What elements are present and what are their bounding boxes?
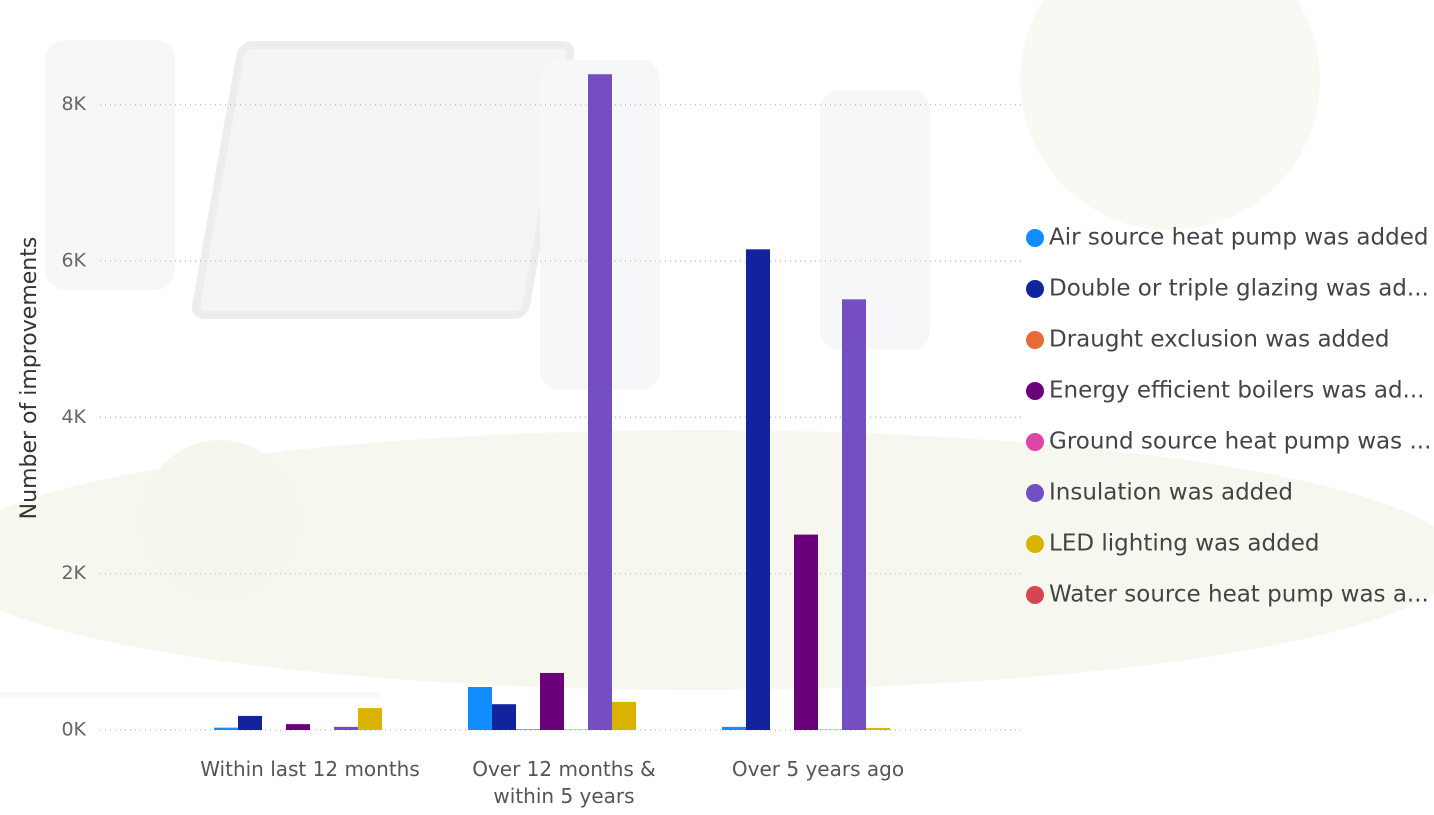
y-tick-label: 6K (61, 250, 86, 272)
y-tick-label: 0K (61, 719, 86, 741)
bar (866, 728, 890, 730)
bar (722, 726, 746, 730)
x-tick-label: Over 12 months & within 5 years (472, 757, 656, 808)
legend-marker (1026, 331, 1044, 349)
bar (540, 672, 564, 730)
bar (286, 724, 310, 730)
legend-label: Ground source heat pump was ... (1049, 429, 1431, 455)
bar (492, 704, 516, 730)
y-tick-label: 2K (61, 562, 86, 584)
y-tick-label: 4K (61, 406, 86, 428)
y-axis-title: Number of improvements (17, 237, 42, 520)
bar (842, 299, 866, 730)
bar (334, 726, 358, 730)
bar (746, 249, 770, 730)
legend-marker (1026, 382, 1044, 400)
legend-label: Air source heat pump was added (1049, 225, 1428, 251)
x-tick-label: Over 5 years ago (731, 757, 905, 781)
y-tick-label: 8K (61, 93, 86, 115)
bar (238, 715, 262, 730)
bar (468, 687, 492, 730)
bar (516, 729, 540, 730)
legend-label: LED lighting was added (1049, 531, 1319, 557)
legend-label: Water source heat pump was a... (1049, 582, 1429, 608)
legend-marker (1026, 535, 1044, 553)
legend-marker (1026, 229, 1044, 247)
legend-marker (1026, 433, 1044, 451)
legend-label: Double or triple glazing was ad... (1049, 276, 1429, 302)
legend-label: Energy efficient boilers was ad... (1049, 378, 1425, 404)
background-illustration (0, 0, 1434, 690)
bar (214, 727, 238, 730)
legend-marker (1026, 484, 1044, 502)
bar (612, 701, 636, 730)
legend-label: Insulation was added (1049, 480, 1293, 506)
legend-label: Draught exclusion was added (1049, 327, 1390, 353)
x-tick-label: Within last 12 months (200, 757, 420, 781)
bar (588, 74, 612, 731)
legend-marker (1026, 280, 1044, 298)
bar (358, 708, 382, 730)
legend-marker (1026, 586, 1044, 604)
bar (794, 534, 818, 730)
